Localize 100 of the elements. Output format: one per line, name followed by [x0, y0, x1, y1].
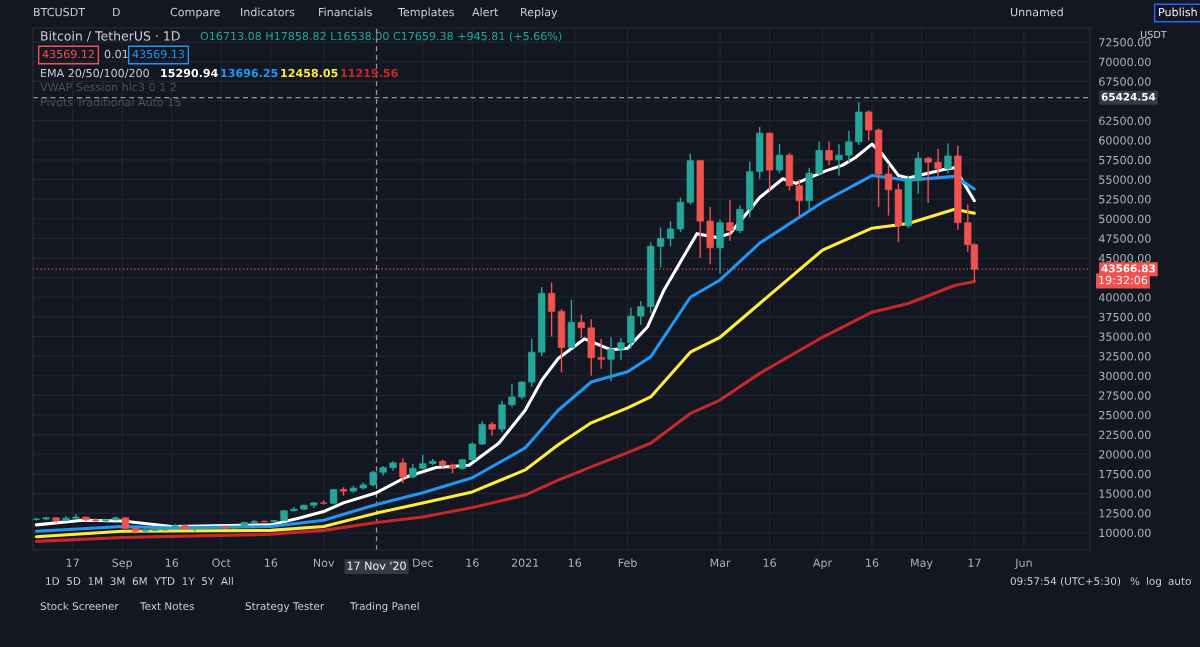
x-tick-label: Oct: [212, 558, 231, 567]
candlestick: [617, 337, 625, 361]
annotation: O16713.08 H17858.82 L16538.00 C17659.38 +945.81 (+5.66%): [200, 31, 562, 42]
text: log: [1146, 576, 1161, 588]
candlestick: [468, 441, 476, 462]
candlestick: [944, 142, 952, 174]
text: Stock Screener: [40, 601, 119, 611]
annotation: 13696.25: [221, 68, 278, 78]
y-tick-label: 27500.00: [1099, 391, 1151, 400]
y-tick-label: 50000.00: [1099, 214, 1151, 224]
y-tick-label: 35000.00: [1099, 332, 1151, 341]
annotation: EMA 20/50/100/200: [41, 68, 149, 79]
y-tick-label: 62500.00: [1099, 116, 1151, 125]
text: Financials: [319, 7, 372, 17]
candlestick: [865, 109, 873, 141]
candlestick: [934, 148, 942, 179]
x-tick-label: 16: [264, 558, 278, 567]
candlestick: [795, 178, 803, 218]
x-tick-label: 16: [866, 558, 879, 567]
x-tick-label: May: [911, 558, 933, 570]
text: Strategy Tester: [245, 602, 325, 613]
annotation: Pivots Traditional Auto 15: [41, 97, 181, 107]
candlestick: [924, 156, 932, 204]
text: 1D 5D 1M 3M 6M YTD 1Y 5Y All: [46, 576, 233, 586]
y-tick-label: 72500.00: [1099, 38, 1151, 47]
y-tick-label: 32500.00: [1099, 352, 1151, 361]
y-tick-label: 17500.00: [1099, 469, 1151, 479]
annotation: 0.01: [104, 49, 128, 59]
candlestick: [656, 226, 665, 269]
annotation: 15290.94: [161, 68, 218, 78]
y-tick-label: 10000.00: [1099, 528, 1151, 538]
candlestick: [597, 338, 605, 370]
text: Templates: [397, 7, 454, 19]
text: BTCUSDT: [34, 7, 86, 17]
x-tick-label: 16: [763, 558, 776, 567]
text: Trading Panel: [349, 601, 419, 613]
annotation: 43569.13: [132, 49, 185, 59]
y-tick-label: 22500.00: [1099, 430, 1151, 439]
candlestick: [577, 313, 585, 339]
candlestick: [637, 300, 645, 326]
candlestick: [607, 336, 615, 382]
y-axis-title: USDT: [1140, 30, 1167, 39]
x-tick-label: 17: [968, 558, 981, 567]
x-tick-label: 16: [568, 558, 582, 567]
candlestick: [914, 151, 922, 195]
candlestick: [775, 143, 784, 174]
chart-title: Bitcoin / TetherUS · 1D: [41, 30, 180, 42]
line-series: [34, 280, 976, 543]
candlestick: [825, 141, 833, 167]
annotation: 43569.12: [42, 49, 94, 59]
y-tick-label: 25000.00: [1099, 410, 1151, 420]
candlestick: [884, 163, 893, 217]
candlestick: [736, 204, 744, 234]
x-tick-label: 2021: [511, 558, 539, 567]
y-tick-label: 20000.00: [1099, 450, 1151, 459]
text: Replay: [521, 7, 558, 19]
ref-line-label: 17 Nov '20: [347, 561, 406, 570]
candlestick: [726, 199, 734, 242]
y-tick-label: 70000.00: [1099, 57, 1151, 67]
x-tick-label: Dec: [413, 558, 433, 567]
y-tick-label: 60000.00: [1099, 136, 1151, 145]
y-tick-label: 40000.00: [1098, 293, 1151, 302]
x-tick-label: Sep: [112, 558, 133, 570]
candlestick: [399, 457, 407, 484]
ref-line-label: 43566.83: [1101, 264, 1155, 273]
text: 09:57:54 (UTC+5:30): [1010, 576, 1121, 587]
ref-line-label: 65424.54: [1101, 92, 1156, 101]
y-tick-label: 15000.00: [1099, 489, 1151, 498]
text: Publish: [1159, 7, 1197, 17]
candlestick: [666, 220, 675, 247]
candlestick: [478, 420, 486, 446]
text: Alert: [472, 7, 499, 17]
y-tick-label: 37500.00: [1099, 312, 1151, 322]
x-tick-label: Jun: [1014, 558, 1032, 569]
x-tick-label: Feb: [618, 558, 637, 567]
annotation: 11219.56: [341, 68, 398, 78]
text: Indicators: [241, 7, 295, 17]
x-tick-label: 16: [466, 558, 479, 567]
text: Compare: [170, 7, 220, 19]
text: auto: [1168, 577, 1191, 586]
x-tick-label: Mar: [710, 558, 731, 567]
y-tick-label: 12500.00: [1099, 509, 1151, 518]
candlestick: [845, 130, 853, 163]
x-tick-label: Apr: [812, 558, 833, 570]
text: 19:32:06: [1099, 275, 1148, 285]
candlestick: [508, 383, 516, 408]
y-tick-label: 67500.00: [1099, 77, 1151, 86]
x-tick-label: 16: [165, 558, 179, 567]
y-tick-label: 52500.00: [1099, 195, 1151, 204]
text: %: [1130, 577, 1140, 586]
text: Unnamed: [1010, 7, 1063, 17]
y-tick-label: 45000.00: [1098, 253, 1151, 263]
candlestick: [191, 526, 199, 533]
x-tick-label: Nov: [313, 558, 335, 567]
text: Text Notes: [139, 602, 194, 611]
y-tick-label: 55000.00: [1099, 175, 1151, 184]
candlestick: [815, 141, 823, 177]
candlestick: [547, 281, 556, 338]
y-tick-label: 57500.00: [1099, 155, 1151, 165]
annotation: 12458.05: [281, 68, 338, 78]
